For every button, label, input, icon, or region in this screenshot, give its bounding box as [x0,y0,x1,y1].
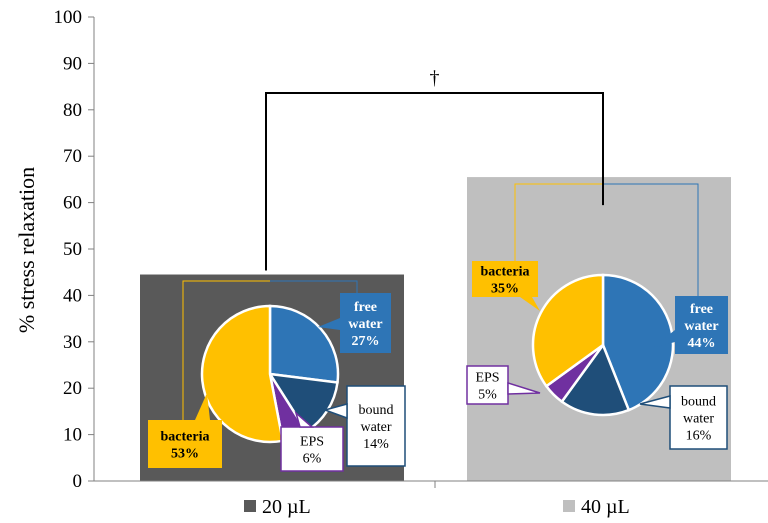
slice-label: EPS [475,371,499,386]
pie-slice [601,273,675,412]
slice-percent: 6% [303,452,322,467]
legend-swatch [244,500,256,512]
axes-layer: % stress relaxation [14,17,768,488]
callout-connector [182,280,270,420]
pie-slice [531,273,605,388]
legend-swatch [563,500,575,512]
y-tick-label: 10 [63,425,82,446]
pie-2: free water 44% bound water 16% EPS 5% bacteria 35… [466,183,728,450]
slice-label: free [354,300,377,315]
y-tick-label: 90 [63,53,82,74]
y-tick-label: 100 [54,7,83,28]
slice-callout: free water 27% [318,293,391,353]
slice-callout: bacteria 35% [472,261,540,311]
callout-connector [514,183,603,261]
slice-percent: 5% [478,388,497,403]
y-tick-label: 30 [63,332,82,353]
slice-label: water [348,317,382,332]
y-tick-label: 70 [63,146,82,167]
slice-callout: bound water 16% [639,385,728,450]
legend-item-1: 20 µL [244,496,311,518]
slice-percent: 44% [688,336,716,351]
callout-pointer [322,403,348,420]
callout-box [340,293,391,353]
slice-label: water [684,319,718,334]
pie-slice [560,342,631,417]
legend-label: 40 µL [581,496,630,518]
significance-bracket: † [265,67,604,271]
callout-pointer [652,330,675,348]
y-tick-label: 50 [63,239,82,260]
slice-callout: free water 44% [652,296,728,354]
callout-pointer [195,393,210,420]
callout-box [466,365,509,405]
pie-slice [268,304,340,384]
slice-percent: 53% [171,447,199,462]
callout-pointer [507,381,541,395]
slice-label: bacteria [161,430,210,445]
slice-callout: EPS 5% [466,365,541,405]
slice-label: bound [359,403,394,418]
callout-box [346,385,406,467]
y-axis-label: % stress relaxation [14,167,39,333]
callout-box [280,426,344,472]
y-tick-label: 60 [63,193,82,214]
legend: 20 µL 40 µL [244,496,630,518]
slice-label: water [360,420,391,435]
slice-label: bound [681,395,716,410]
significance-marker: † [430,67,440,89]
callout-pointer [639,395,671,409]
slice-callout: bound water 14% [322,385,406,467]
callout-pointer [294,410,314,428]
slice-label: bacteria [481,265,530,280]
callout-connector [603,183,699,296]
slice-label: water [683,412,714,427]
slice-percent: 27% [352,334,380,349]
slice-label: EPS [300,435,324,450]
legend-label: 20 µL [262,496,311,518]
slice-percent: 14% [363,437,389,452]
y-tick-label: 0 [73,471,83,492]
slice-callout: bacteria 53% [148,393,222,468]
callout-connector [270,280,358,293]
callout-pointer [318,318,340,330]
y-tick-label: 20 [63,378,82,399]
pie-1: free water 27% bound water 14% EPS 6% bacteria 53… [148,280,406,472]
pies-layer: free water 27% bound water 14% EPS 6% bacteria 53… [148,183,728,472]
slice-percent: 35% [491,282,519,297]
y-tick-label: 80 [63,100,82,121]
callout-box [472,261,538,297]
legend-item-2: 40 µL [563,496,630,518]
slice-percent: 16% [686,429,712,444]
y-ticks: 0 10 20 30 40 50 60 70 80 90 100 [54,7,94,492]
significance-line [265,92,604,271]
slice-callout: EPS 6% [280,410,344,472]
callout-box [675,296,728,354]
slice-label: free [690,302,713,317]
callout-box [669,385,728,450]
callout-box [148,420,222,468]
callout-pointer [520,297,540,311]
pie-slice [200,304,285,444]
y-tick-label: 40 [63,285,82,306]
